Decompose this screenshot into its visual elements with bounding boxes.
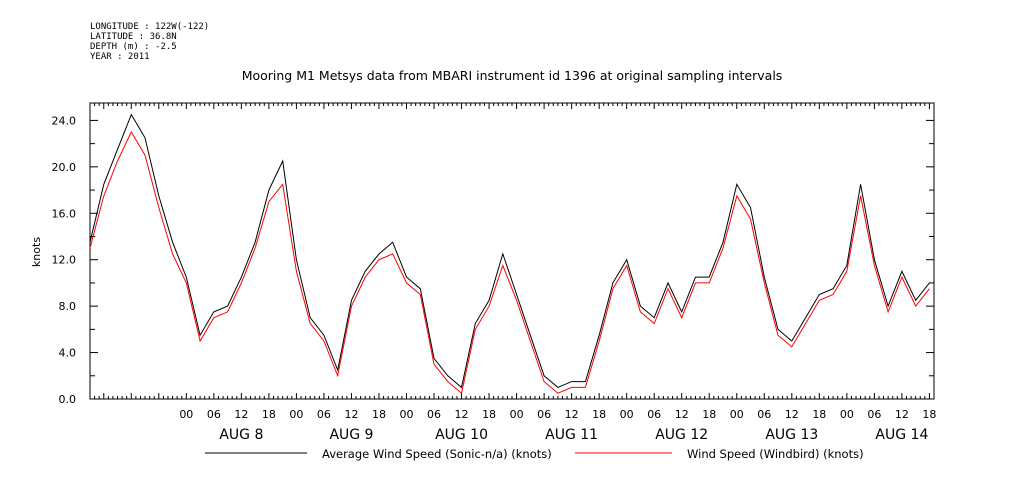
plot-frame [89, 102, 935, 400]
chart-title: Mooring M1 Metsys data from MBARI instru… [242, 68, 783, 83]
x-tick-label: 06 [867, 408, 881, 421]
x-tick-label: 00 [840, 408, 854, 421]
x-tick-label: 18 [592, 408, 606, 421]
longitude-text: LONGITUDE : 122W(-122) [90, 22, 209, 32]
y-tick-label: 12.0 [52, 254, 77, 267]
y-tick-label: 8.0 [59, 300, 77, 313]
y-axis-label: knots [30, 237, 43, 267]
y-tick-label: 24.0 [52, 114, 77, 127]
latitude-text: LATITUDE : 36.8N [90, 32, 177, 42]
series-line-windbird-wind-speed [89, 130, 930, 395]
x-day-label: AUG 11 [545, 427, 598, 443]
x-tick-label: 00 [289, 408, 303, 421]
plot-area: 00 06 12 18 00 06 12 18 00 06 12 18 00 06 12 18 00 06 12 18… [52, 102, 936, 443]
y-tick-label: 20.0 [52, 161, 77, 174]
x-tick-label: 06 [537, 408, 551, 421]
x-tick-label: 12 [455, 408, 469, 421]
y-tick-label: 4.0 [59, 347, 77, 360]
metadata-block: LONGITUDE : 122W(-122) LATITUDE : 36.8N … [90, 22, 209, 62]
x-tick-label: 06 [757, 408, 771, 421]
x-tick-label: 18 [702, 408, 716, 421]
x-tick-label: 06 [427, 408, 441, 421]
x-tick-label: 18 [482, 408, 496, 421]
x-day-label: AUG 12 [655, 427, 708, 443]
x-tick-label: 12 [565, 408, 579, 421]
x-day-label: AUG 14 [875, 427, 928, 443]
x-tick-label: 12 [344, 408, 358, 421]
legend: Average Wind Speed (Sonic-n/a) (knots) Wi… [205, 447, 864, 461]
x-tick-label: 00 [400, 408, 414, 421]
x-tick-label: 18 [372, 408, 386, 421]
x-tick-label: 18 [262, 408, 276, 421]
year-text: YEAR : 2011 [90, 52, 150, 62]
x-tick-label: 00 [730, 408, 744, 421]
x-day-label: AUG 10 [435, 427, 488, 443]
x-tick-label: 12 [675, 408, 689, 421]
y-tick-label: 16.0 [52, 207, 77, 220]
x-day-label: AUG 8 [219, 427, 263, 443]
x-tick-label: 06 [647, 408, 661, 421]
x-tick-label: 06 [317, 408, 331, 421]
series-line-average-wind-speed [89, 113, 930, 389]
x-tick-label: 06 [207, 408, 221, 421]
depth-text: DEPTH (m) : -2.5 [90, 42, 177, 52]
x-tick-label: 12 [895, 408, 909, 421]
x-tick-label: 18 [812, 408, 826, 421]
legend-label: Wind Speed (Windbird) (knots) [687, 447, 864, 461]
x-tick-label: 00 [510, 408, 524, 421]
x-tick-label: 00 [620, 408, 634, 421]
x-tick-label: 12 [234, 408, 248, 421]
legend-label: Average Wind Speed (Sonic-n/a) (knots) [322, 447, 552, 461]
y-tick-label: 0.0 [59, 393, 77, 406]
x-tick-label: 12 [785, 408, 799, 421]
x-tick-label: 18 [922, 408, 936, 421]
x-tick-label: 00 [179, 408, 193, 421]
x-day-label: AUG 13 [765, 427, 818, 443]
x-day-label: AUG 9 [329, 427, 373, 443]
